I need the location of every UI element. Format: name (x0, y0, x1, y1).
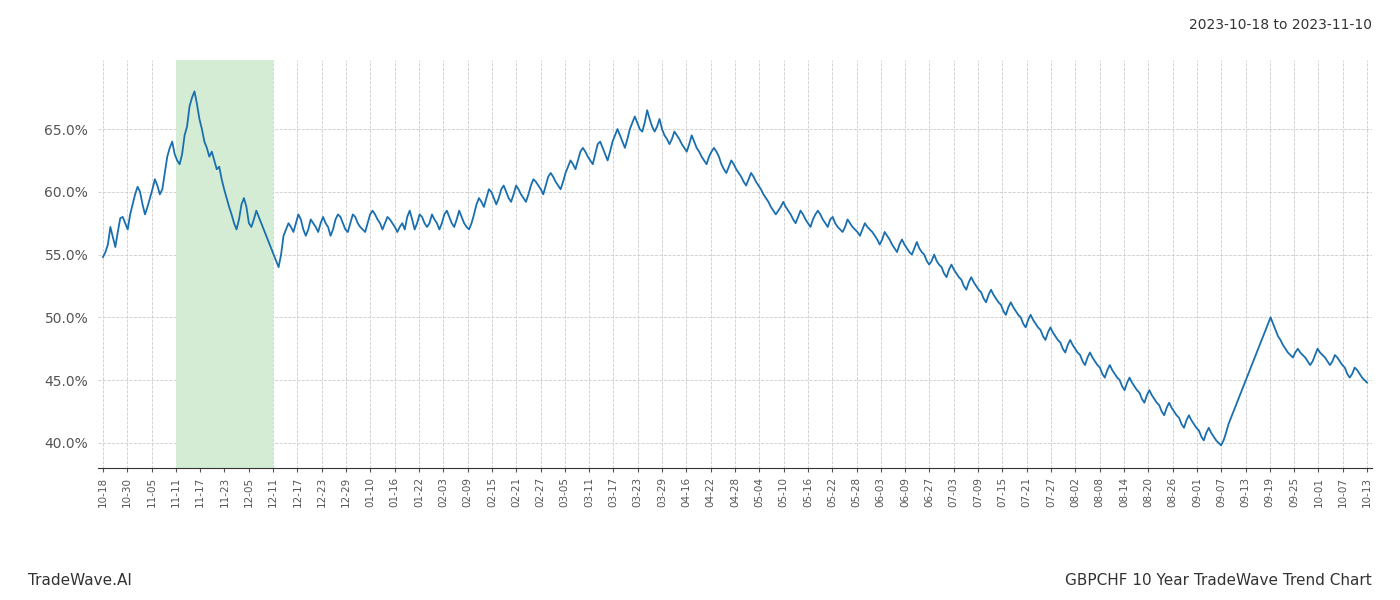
Bar (176, 60, 273, 468)
Text: TradeWave.AI: TradeWave.AI (28, 573, 132, 588)
Text: 2023-10-18 to 2023-11-10: 2023-10-18 to 2023-11-10 (1189, 18, 1372, 32)
Text: GBPCHF 10 Year TradeWave Trend Chart: GBPCHF 10 Year TradeWave Trend Chart (1065, 573, 1372, 588)
